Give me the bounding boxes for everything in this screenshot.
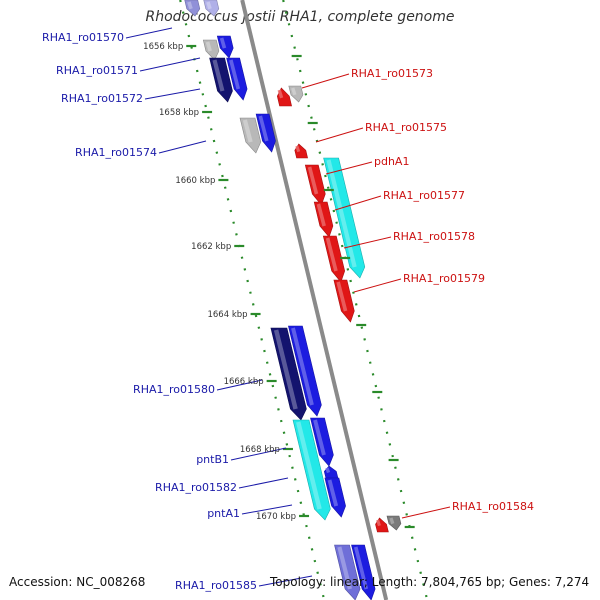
leader-line [158,140,207,154]
gene-ro01573 [276,87,292,107]
gene-ro01574-b [255,113,276,153]
gene-ro01571 [216,35,234,59]
gene-label-right[interactable]: RHA1_ro01577 [383,189,465,202]
gene-label-left[interactable]: pntB1 [196,453,229,466]
gene-gray-upper [202,39,220,61]
gene-ro01572 [209,57,233,103]
gene-ro01574 [239,117,262,154]
gene-label-right[interactable]: RHA1_ro01584 [452,500,534,513]
ruler-tick-label: 1664 kbp [207,310,247,320]
gene-ro01572-b [226,57,248,101]
gene-ro01582 [323,465,339,479]
gene-label-right[interactable]: RHA1_ro01575 [365,121,447,134]
gene-ro01578 [322,235,346,283]
leader-line [401,506,451,519]
gene-label-left[interactable]: pntA1 [207,507,240,520]
gene-label-right[interactable]: RHA1_ro01578 [393,230,475,243]
gene-ro01585 [334,544,361,600]
gene-cyan-cluster [323,157,366,279]
genome-summary: Topology: linear; Length: 7,804,765 bp; … [270,575,590,589]
leader-line [315,127,364,143]
ruler-tick-label: 1670 kbp [256,512,296,522]
ruler-tick-label: 1658 kbp [159,108,199,118]
leader-line [238,477,289,489]
gene-label-left[interactable]: RHA1_ro01572 [61,92,143,105]
gene-label-left[interactable]: RHA1_ro01585 [175,579,257,592]
label-leader-lines [125,27,451,587]
gene-pdhA1 [304,164,326,206]
leader-line [353,278,402,293]
gene-features [184,0,402,600]
gene-ro01575 [294,143,308,159]
gene-ro01584-gray [386,515,402,531]
right-ruler-track [282,0,429,600]
gene-label-right[interactable]: RHA1_ro01573 [351,67,433,80]
leader-line [144,88,201,100]
gene-label-left[interactable]: RHA1_ro01582 [155,481,237,494]
leader-line [125,27,173,39]
leader-line [343,236,392,249]
leader-line [216,379,263,391]
ruler-tick-label: 1666 kbp [224,377,264,387]
leader-line [325,161,373,175]
ruler-tick-label: 1660 kbp [175,176,215,186]
map-title: Rhodococcus jostii RHA1, complete genome [145,9,455,25]
leader-line [258,575,313,587]
gene-ro01580-b [288,325,322,417]
genome-backbone [240,0,389,600]
gene-ro01573-gray [288,85,304,103]
accession-label: Accession: NC_008268 [9,575,146,589]
leader-line [301,73,350,89]
ruler-tick-label: 1662 kbp [191,242,231,252]
gene-top-faded-b [203,0,220,17]
gene-pntB1-b [310,417,334,467]
ruler-tick-label: 1656 kbp [143,42,183,52]
backbone-line [240,0,389,600]
gene-ro01577 [313,201,334,238]
gene-pntA1 [324,477,346,518]
gene-label-left[interactable]: RHA1_ro01580 [133,383,215,396]
gene-label-left[interactable]: RHA1_ro01570 [42,31,124,44]
gene-pntB1 [292,419,331,521]
gene-label-right[interactable]: pdhA1 [374,155,409,168]
leader-line [139,57,201,72]
labels: 1656 kbp 1658 kbp 1660 kbp 1662 kbp 1664 kbp… [42,31,534,592]
leader-line [334,195,382,211]
left-ruler-track [179,0,326,600]
gene-label-left[interactable]: RHA1_ro01571 [56,64,138,77]
ruler-tick-label: 1668 kbp [240,445,280,455]
gene-ro01585-b [351,544,376,600]
gene-label-left[interactable]: RHA1_ro01574 [75,146,157,159]
gene-ro01584 [375,517,389,533]
gene-top-faded-a [184,0,201,17]
leader-line [241,504,293,515]
gene-ro01580 [270,327,307,421]
gene-ro01579 [333,279,355,323]
leader-line [230,447,287,461]
ruler-ticks [186,44,415,529]
gene-label-right[interactable]: RHA1_ro01579 [403,272,485,285]
